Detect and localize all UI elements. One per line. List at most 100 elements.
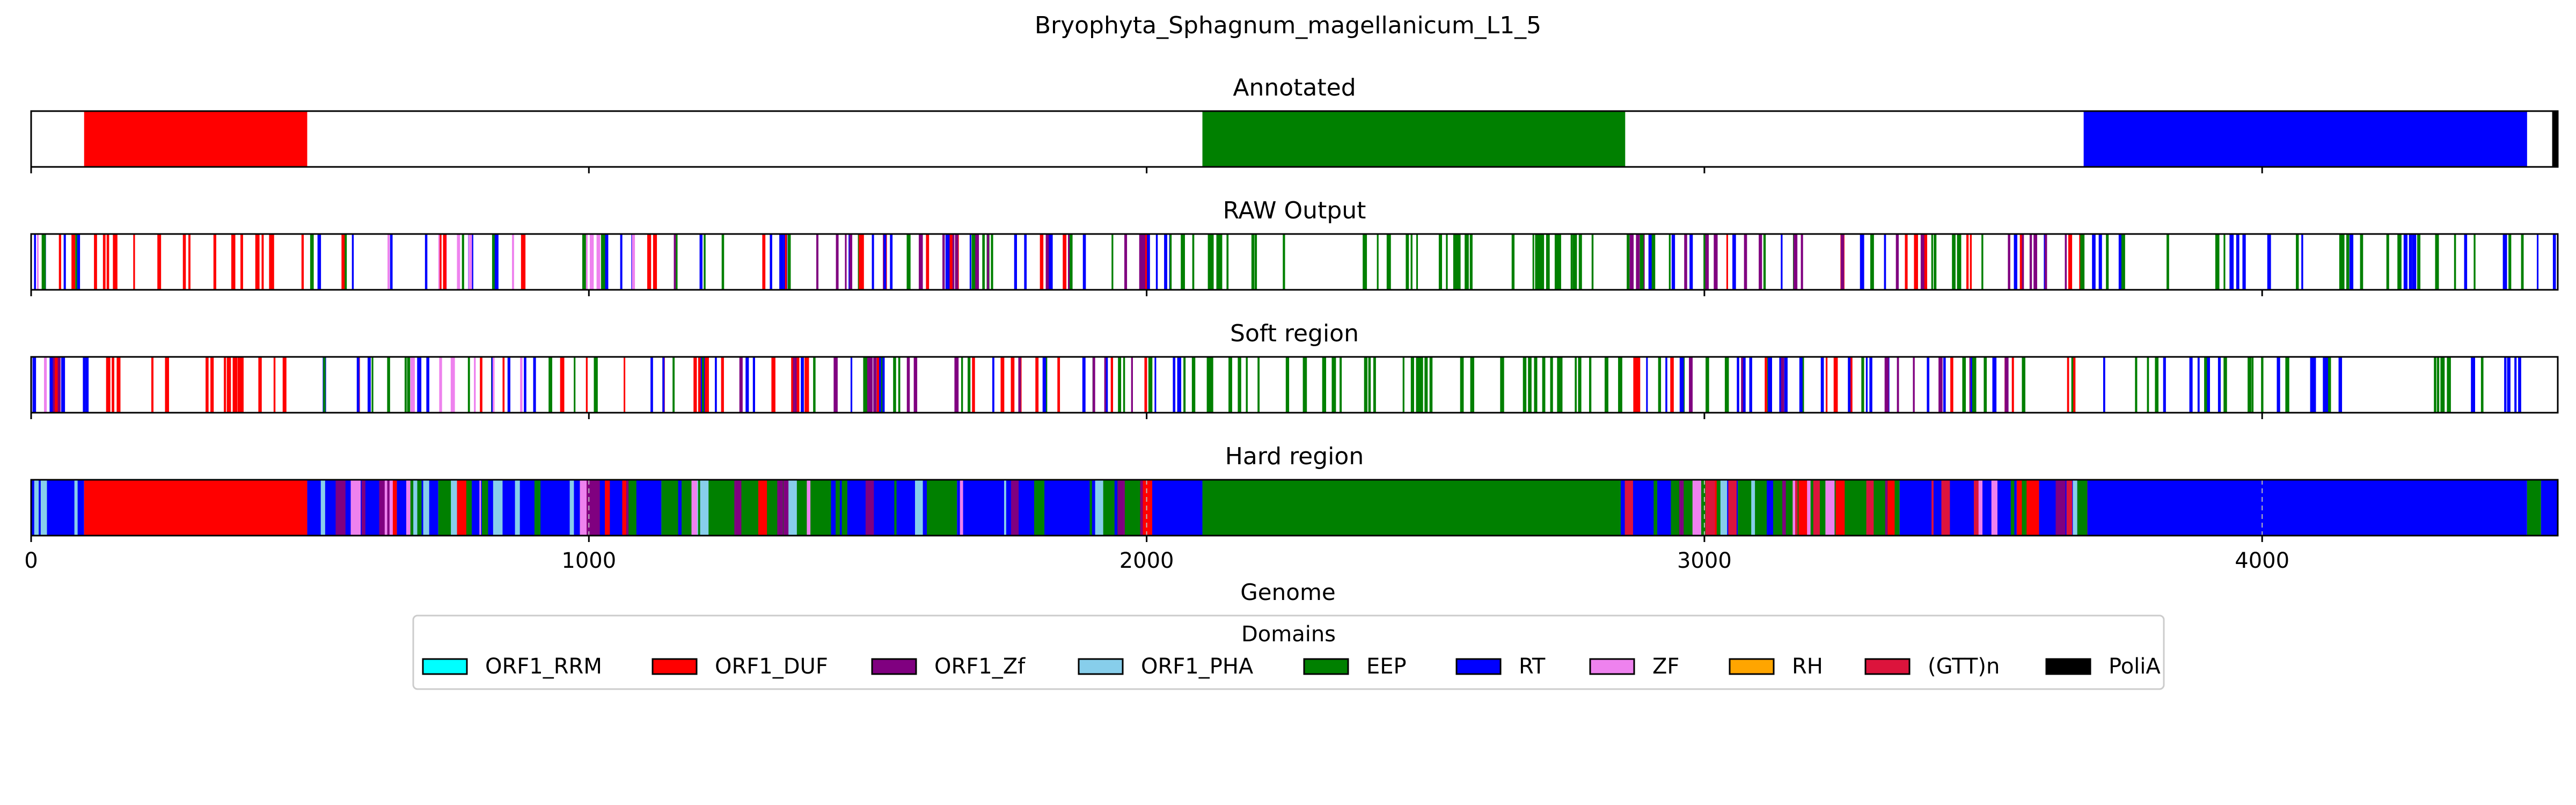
hit-orf1-duf [560,357,565,413]
hit-rt [2536,234,2539,290]
hit-eep [1572,234,1577,290]
hit-eep [1322,357,1327,413]
hit-orf1-duf [106,357,111,413]
hit-orf1-pha [788,480,797,536]
hit-orf1-duf [1970,234,1972,290]
hit-rt [883,234,887,290]
hit-eep [1368,357,1371,413]
hit-orf1-duf [103,234,106,290]
track-title: Annotated [1233,74,1356,101]
hit-rt [1869,357,1872,413]
hit-orf1-duf [106,234,109,290]
hit-eep [1123,357,1125,413]
hit-eep [2328,357,2331,413]
hit-orf1-pha [1751,480,1755,536]
hit-eep [968,357,971,413]
hit-orf1-duf [1825,357,1828,413]
hit-orf1-duf [926,234,930,290]
hit-zf [438,234,441,290]
hit-eep [594,357,598,413]
hit-rt [1781,234,1783,290]
segment-rt [2083,480,2527,536]
hit-rt [896,480,904,536]
hit-eep [2010,480,2015,536]
legend-frame [412,614,2165,690]
segment-rt [2083,111,2527,167]
hit-eep [1542,357,1546,413]
hit-rt [77,234,80,290]
hit-eep [1861,357,1864,413]
hit-gtt-n [1941,480,1950,536]
legend-label: ORF1_Zf [934,654,1026,679]
legend-label: RH [1792,654,1823,679]
hit-orf1-zf [906,357,910,413]
hit-eep [971,234,975,290]
hit-rt [879,357,881,413]
hit-eep [1500,357,1504,413]
hit-eep [2339,234,2343,290]
hit-eep [1257,357,1260,413]
hit-orf1-duf [71,234,76,290]
hit-rt [2044,234,2046,290]
hit-rt [2218,357,2221,413]
segment-polia [2552,111,2558,167]
hit-eep [1386,234,1391,290]
hit-rt [85,357,89,413]
hit-rt [2404,234,2407,290]
hit-orf1-duf [1040,234,1044,290]
hit-eep [582,234,586,290]
hit-orf1-zf [1139,234,1142,290]
chart-title: Bryophyta_Sphagnum_magellanicum_L1_5 [1035,12,1541,39]
hit-orf1-duf [443,234,447,290]
hit-eep [1191,357,1196,413]
hit-rt [1943,357,1946,413]
hit-orf1-zf [2055,480,2066,536]
hit-eep [1465,234,1469,290]
hit-rt [2197,357,2200,413]
hit-rt [1147,234,1150,290]
hit-eep [2434,357,2436,413]
hit-orf1-zf [913,357,918,413]
hit-rt [2014,234,2017,290]
hit-eep [1550,357,1553,413]
segment-rt [1152,480,1203,536]
hit-rt [2323,357,2326,413]
track-title: Soft region [1230,320,1359,347]
hit-orf1-duf [771,357,775,413]
hit-eep [41,234,46,290]
hit-eep [672,357,675,413]
hit-orf1-duf [165,357,169,413]
hit-orf1-zf [1689,357,1693,413]
segment-eep [2527,480,2541,536]
hit-eep [2296,234,2299,290]
hit-zf [1991,480,1997,536]
hit-eep [1254,234,1257,290]
hit-eep [1419,357,1423,413]
hit-rt [745,357,749,413]
hit-orf1-duf [235,357,238,413]
hit-orf1-duf [521,234,526,290]
hit-orf1-pha [700,480,709,536]
legend-swatch [652,658,698,675]
track-frame [30,233,2559,291]
hit-eep [628,480,636,536]
hit-eep [2397,234,2402,290]
hit-eep [1557,234,1561,290]
hit-eep [2204,357,2207,413]
hit-eep [2417,234,2421,290]
hit-eep [1618,357,1622,413]
hit-eep [1524,357,1527,413]
hit-rt [2518,357,2521,413]
hit-rt [1732,234,1736,290]
hit-orf1-duf [1633,357,1638,413]
hit-orf1-zf [57,357,61,413]
hit-orf1-zf [1938,357,1943,413]
hit-orf1-duf [796,357,800,413]
hit-eep [1532,234,1534,290]
segment-rt [2541,480,2558,536]
hit-rt [1164,234,1168,290]
hit-rt [533,357,536,413]
legend-item-orf1-duf: ORF1_DUF [652,654,828,679]
hit-eep [1931,234,1933,290]
